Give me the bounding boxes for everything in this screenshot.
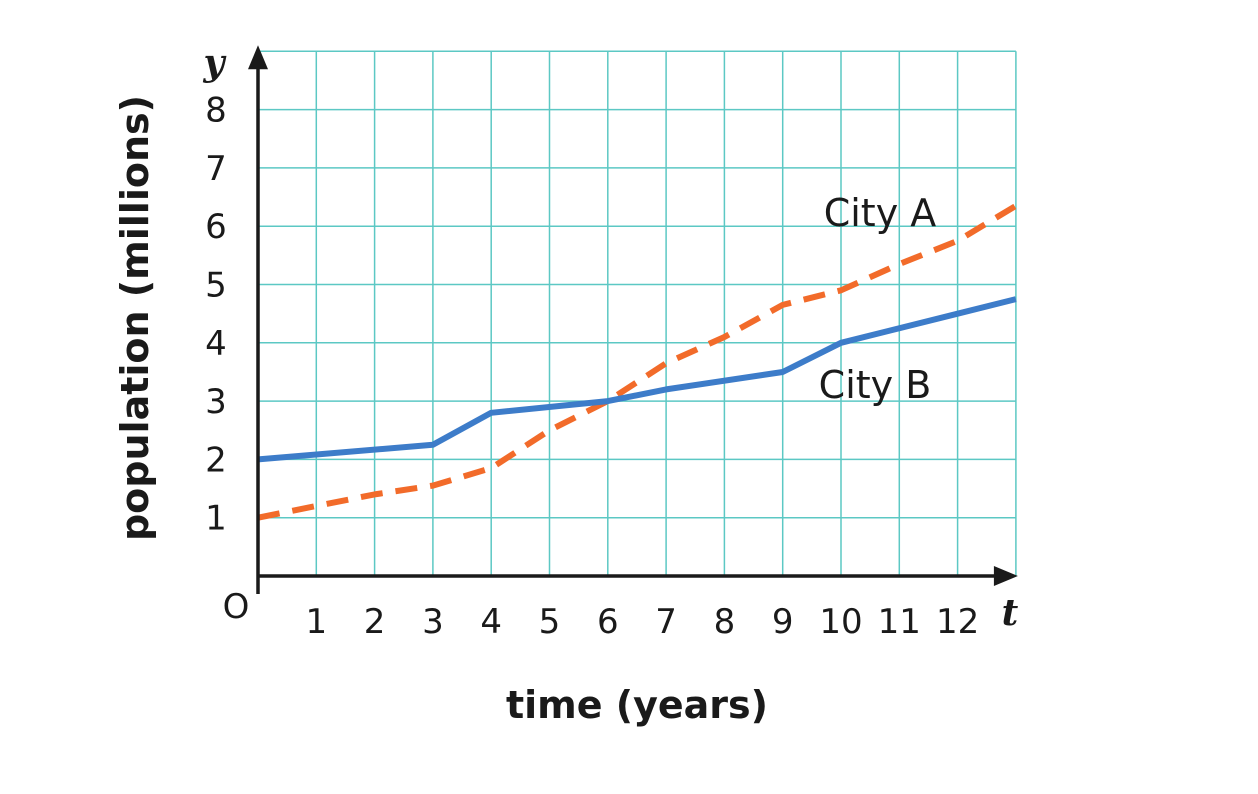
y-tick-label-8: 8: [205, 91, 227, 131]
x-tick-label-7: 7: [655, 602, 677, 642]
x-tick-label-8: 8: [714, 602, 736, 642]
y-tick-label-6: 6: [205, 207, 227, 247]
y-tick-label-3: 3: [205, 382, 227, 422]
x-axis-title: time (years): [506, 683, 768, 727]
x-axis-arrowhead: [993, 566, 1018, 586]
x-tick-label-6: 6: [597, 602, 619, 642]
origin-label: O: [223, 587, 250, 627]
y-tick-label-1: 1: [205, 499, 227, 539]
axes: [248, 45, 1018, 594]
y-tick-label-2: 2: [205, 440, 227, 480]
x-axis-variable: t: [1002, 592, 1019, 634]
series-line-city-a: [258, 203, 1018, 521]
series-label-city-a: City A: [824, 191, 937, 235]
x-tick-label-4: 4: [480, 602, 502, 642]
x-tick-labels: 1 2 3 4 5 6 7 8 9 10 11 12: [305, 602, 979, 642]
y-tick-label-4: 4: [205, 324, 227, 364]
y-tick-label-7: 7: [205, 149, 227, 189]
x-tick-label-1: 1: [305, 602, 327, 642]
series-label-city-b: City B: [819, 363, 932, 407]
x-tick-label-10: 10: [819, 602, 862, 642]
y-tick-labels: 1 2 3 4 5 6 7 8: [205, 91, 227, 539]
x-tick-label-3: 3: [422, 602, 444, 642]
x-tick-label-2: 2: [364, 602, 386, 642]
x-tick-label-11: 11: [878, 602, 921, 642]
x-tick-label-5: 5: [539, 602, 561, 642]
series-line-city-b: [258, 296, 1017, 463]
series-layer: [258, 203, 1018, 521]
y-axis-variable: y: [203, 42, 227, 84]
x-tick-label-9: 9: [772, 602, 794, 642]
x-tick-label-12: 12: [936, 602, 979, 642]
y-axis-arrowhead: [248, 45, 268, 70]
y-axis-title: population (millions): [113, 95, 157, 541]
y-tick-label-5: 5: [205, 266, 227, 306]
